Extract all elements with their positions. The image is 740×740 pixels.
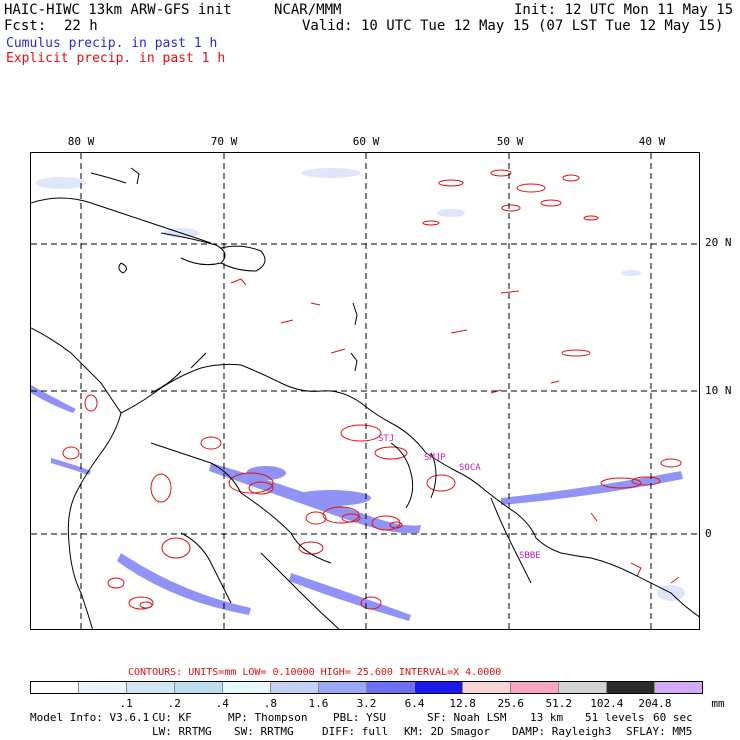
colorbar-swatch bbox=[463, 682, 511, 693]
colorbar-tick-label: 102.4 bbox=[590, 697, 624, 710]
colorbar-tick-label: .4 bbox=[215, 697, 229, 710]
lat-label-10n: 10 N bbox=[705, 384, 732, 397]
station-label: SOCA bbox=[459, 463, 481, 473]
colorbar-tick-label: 3.2 bbox=[356, 697, 377, 710]
colorbar-swatch bbox=[271, 682, 319, 693]
colorbar-tick-label: 1.6 bbox=[308, 697, 329, 710]
lat-label-0: 0 bbox=[705, 527, 712, 540]
colorbar-tick-label: 6.4 bbox=[404, 697, 425, 710]
model-info-item: DAMP: Rayleigh3 bbox=[512, 725, 612, 738]
model-info-item: LW: RRTMG bbox=[152, 725, 212, 738]
precip-map: STJ SMJP SOCA SBBE bbox=[30, 152, 700, 630]
model-info-item: PBL: YSU bbox=[333, 711, 386, 724]
model-info-item: CU: KF bbox=[152, 711, 192, 724]
cumulus-shading bbox=[36, 168, 685, 601]
cumulus-bands bbox=[31, 385, 683, 621]
lon-label-80w: 80 W bbox=[67, 135, 95, 148]
lon-label-70w: 70 W bbox=[210, 135, 238, 148]
colorbar-unit: mm bbox=[711, 697, 725, 710]
colorbar-swatch bbox=[655, 682, 702, 693]
colorbar-tick-label: 12.8 bbox=[449, 697, 476, 710]
model-info-item: SF: Noah LSM bbox=[427, 711, 507, 724]
colorbar-swatch bbox=[175, 682, 223, 693]
colorbar-swatch bbox=[319, 682, 367, 693]
coastlines bbox=[31, 167, 699, 629]
explicit-contours bbox=[62, 169, 682, 610]
station-label: STJ bbox=[378, 434, 394, 444]
colorbar bbox=[30, 681, 703, 694]
model-info-item: SFLAY: MM5 bbox=[626, 725, 693, 738]
colorbar-tick-label: .2 bbox=[167, 697, 181, 710]
forecast-label: Fcst: bbox=[4, 18, 47, 34]
model-info-item: DIFF: full bbox=[322, 725, 389, 738]
colorbar-swatch bbox=[79, 682, 127, 693]
colorbar-swatch bbox=[127, 682, 175, 693]
model-info-item: SW: RRTMG bbox=[234, 725, 294, 738]
model-title: HAIC-HIWC 13km ARW-GFS init bbox=[4, 2, 232, 18]
model-info-item: 13 km bbox=[530, 711, 564, 724]
station-label: SBBE bbox=[519, 551, 541, 561]
colorbar-swatch bbox=[559, 682, 607, 693]
station-labels: STJ SMJP SOCA SBBE bbox=[378, 434, 541, 561]
colorbar-swatch bbox=[367, 682, 415, 693]
cumulus-legend: Cumulus precip. in past 1 h bbox=[6, 36, 218, 51]
colorbar-tick-label: .8 bbox=[263, 697, 277, 710]
valid-time: Valid: 10 UTC Tue 12 May 15 (07 LST Tue … bbox=[302, 18, 724, 34]
lat-lon-grid bbox=[31, 153, 699, 629]
lon-label-40w: 40 W bbox=[638, 135, 666, 148]
colorbar-tick-label: .1 bbox=[119, 697, 133, 710]
lat-label-20n: 20 N bbox=[705, 236, 732, 249]
colorbar-tick-label: 25.6 bbox=[497, 697, 524, 710]
model-info-item: Model Info: V3.6.1 bbox=[30, 711, 150, 724]
explicit-legend: Explicit precip. in past 1 h bbox=[6, 51, 226, 66]
model-info-item: 51 levels bbox=[585, 711, 645, 724]
colorbar-tick-label: 51.2 bbox=[545, 697, 573, 710]
init-time: Init: 12 UTC Mon 11 May 15 bbox=[514, 2, 734, 18]
model-info-item: KM: 2D Smagor bbox=[404, 725, 491, 738]
colorbar-swatch bbox=[607, 682, 655, 693]
colorbar-tick-label: 204.8 bbox=[638, 697, 672, 710]
lon-label-50w: 50 W bbox=[496, 135, 524, 148]
colorbar-swatch bbox=[415, 682, 463, 693]
forecast-hour: 22 h bbox=[64, 18, 98, 34]
colorbar-swatch bbox=[31, 682, 79, 693]
model-info-item: 60 sec bbox=[653, 711, 693, 724]
colorbar-swatch bbox=[223, 682, 271, 693]
station-label: SMJP bbox=[424, 453, 446, 463]
contour-info: CONTOURS: UNITS=mm LOW= 0.10000 HIGH= 25… bbox=[128, 667, 502, 678]
org-label: NCAR/MMM bbox=[274, 2, 342, 18]
lon-label-60w: 60 W bbox=[352, 135, 380, 148]
model-info-item: MP: Thompson bbox=[228, 711, 308, 724]
colorbar-swatch bbox=[511, 682, 559, 693]
